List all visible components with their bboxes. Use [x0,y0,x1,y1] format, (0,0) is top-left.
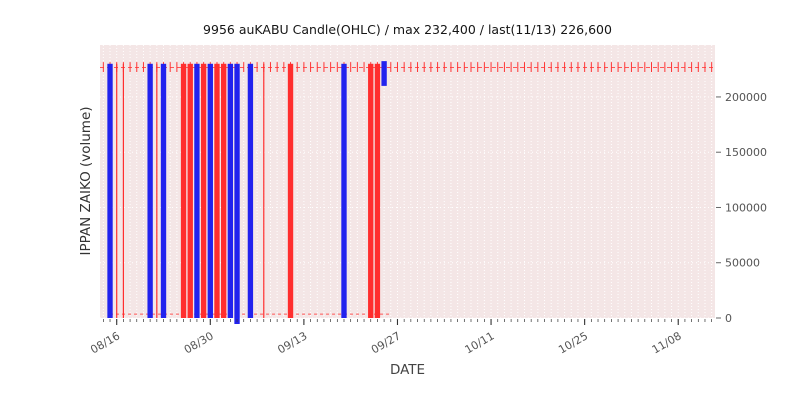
candle [214,63,220,318]
y-tick-label: 50000 [725,257,760,270]
x-axis-label: DATE [389,362,426,378]
candle [341,63,347,318]
y-tick-label: 200000 [725,91,767,104]
y-tick-label: 150000 [725,146,767,159]
y-tick-label: 0 [725,312,732,325]
candle [207,63,213,318]
y-axis-ticks [716,96,721,319]
y-axis-label: IPPAN ZAIKO (volume) [78,106,94,256]
candle [180,63,187,318]
candles [107,61,387,324]
candle [187,63,193,318]
x-tick-label: 08/30 [182,329,216,356]
candle [234,63,240,318]
x-axis-ticks [102,319,713,325]
candle [107,63,113,318]
candle [247,63,254,318]
candle [194,63,200,318]
candle [381,61,387,86]
candle [374,63,381,318]
x-tick-label: 10/11 [463,329,497,356]
candle [147,63,153,318]
candle [220,63,227,318]
x-tick-label: 08/16 [88,329,122,356]
candle [160,63,167,318]
candle [227,63,234,318]
candle [200,63,207,318]
candle [368,63,374,318]
candle [287,63,294,318]
x-tick-label: 09/13 [275,329,309,356]
chart-title: 9956 auKABU Candle(OHLC) / max 232,400 /… [203,22,612,37]
x-tick-label: 11/08 [650,329,684,356]
x-tick-label: 10/25 [556,329,590,356]
x-tick-label: 09/27 [369,329,403,356]
y-tick-label: 100000 [725,201,767,214]
